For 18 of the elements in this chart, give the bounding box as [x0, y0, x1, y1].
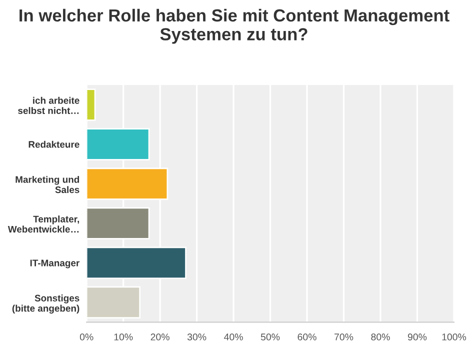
x-tick-label: 50%	[260, 334, 280, 340]
x-tick-label: 30%	[187, 334, 206, 340]
x-tick-label: 0%	[80, 334, 94, 340]
y-tick-label: IT-Manager	[30, 260, 80, 268]
x-tick-label: 90%	[408, 334, 427, 340]
y-tick-label: Templater, Webentwickle…	[8, 215, 80, 233]
y-tick-label: Marketing und Sales	[16, 176, 80, 194]
x-tick-label: 40%	[224, 334, 243, 340]
x-tick-label: 100%	[442, 334, 466, 340]
x-tick-label: 60%	[298, 334, 316, 340]
x-tick-label: 80%	[371, 334, 390, 340]
x-tick-label: 70%	[334, 334, 354, 340]
x-tick-label: 20%	[150, 334, 170, 340]
y-tick-label: Redakteure	[28, 140, 80, 148]
y-tick-label: Sonstiges (bitte angeben)	[12, 294, 80, 314]
chart-title: In welcher Rolle haben Sie mit Content Management Systemen zu tun?	[20, 8, 450, 44]
x-tick-label: 10%	[114, 334, 133, 340]
y-tick-label: ich arbeite selbst nicht…	[18, 96, 80, 114]
